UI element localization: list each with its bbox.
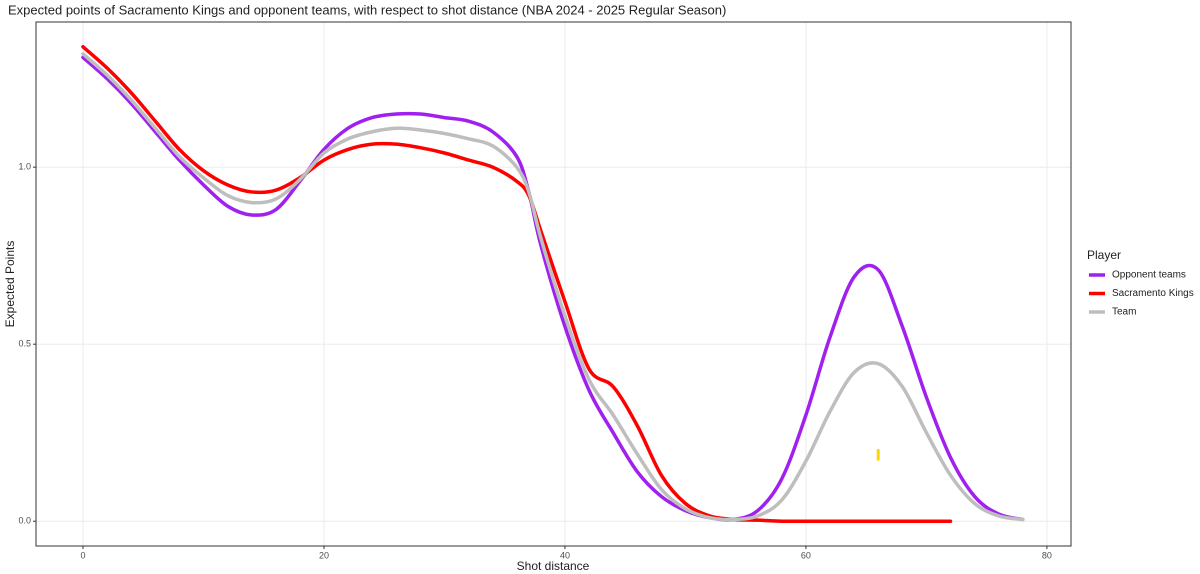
- x-axis-label: Shot distance: [517, 559, 590, 573]
- chart-title: Expected points of Sacramento Kings and …: [8, 2, 726, 17]
- legend-label: Team: [1112, 307, 1136, 318]
- x-tick-label: 20: [319, 550, 329, 560]
- series-line: [81, 45, 953, 524]
- x-tick-label: 80: [1042, 550, 1052, 560]
- x-tick-label: 60: [801, 550, 811, 560]
- y-axis-label: Expected Points: [3, 241, 17, 328]
- x-tick-label: 40: [560, 550, 570, 560]
- legend-label: Opponent teams: [1112, 270, 1186, 281]
- legend-label: Sacramento Kings: [1112, 288, 1194, 299]
- y-tick-label: 1.0: [18, 162, 31, 172]
- y-tick-label: 0.0: [18, 516, 31, 526]
- plot-border: [35, 21, 1072, 547]
- series-line: [81, 52, 1025, 522]
- x-tick-label: 0: [80, 550, 85, 560]
- y-tick-label: 0.5: [18, 339, 31, 349]
- legend-title: Player: [1087, 248, 1121, 262]
- series-line: [81, 55, 1025, 522]
